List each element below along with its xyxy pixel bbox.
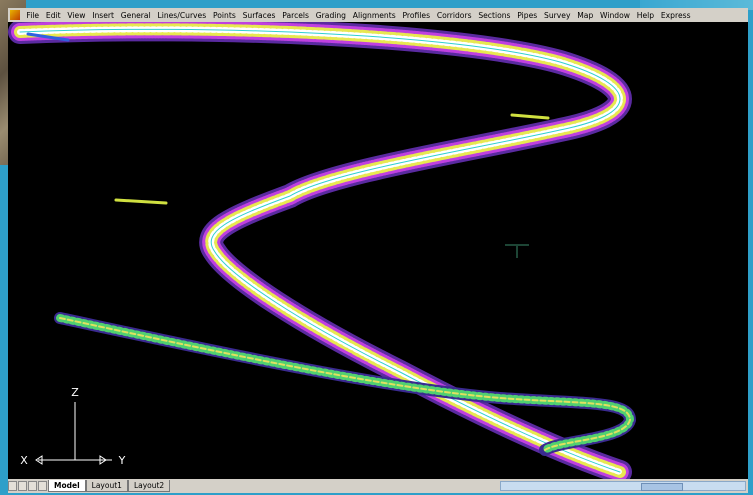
menu-bar: File Edit View Insert General Lines/Curves Poi… bbox=[8, 8, 748, 22]
scroll-thumb[interactable] bbox=[641, 483, 683, 491]
menu-item[interactable]: View bbox=[67, 10, 86, 20]
tab-nav[interactable] bbox=[28, 481, 37, 491]
layout-tab[interactable]: Layout1 bbox=[85, 480, 128, 492]
menu-item[interactable]: Help bbox=[636, 10, 655, 20]
drawing: Z X Y bbox=[8, 22, 637, 479]
tab-nav[interactable] bbox=[8, 481, 17, 491]
corridor-branch bbox=[26, 32, 637, 456]
app-icon[interactable] bbox=[10, 10, 20, 20]
layout-tab[interactable]: Layout2 bbox=[127, 480, 171, 492]
menu-item[interactable]: Edit bbox=[45, 10, 61, 20]
menu-item[interactable]: Sections bbox=[478, 10, 511, 20]
menu-item[interactable]: Parcels bbox=[282, 10, 309, 20]
crosshair bbox=[505, 244, 529, 258]
menu-item[interactable]: Profiles bbox=[402, 10, 431, 20]
horizontal-scrollbar[interactable] bbox=[500, 481, 746, 491]
menu-item[interactable]: Window bbox=[600, 10, 630, 20]
menu-item[interactable]: Lines/Curves bbox=[157, 10, 207, 20]
menu-item[interactable]: Express bbox=[660, 10, 691, 20]
menu-item[interactable]: Pipes bbox=[517, 10, 538, 20]
menu-item[interactable]: General bbox=[120, 10, 151, 20]
tab-nav[interactable] bbox=[38, 481, 47, 491]
desktop-strip bbox=[640, 0, 753, 10]
menu-item[interactable]: Surfaces bbox=[242, 10, 276, 20]
ucs-x: X bbox=[20, 454, 28, 467]
menu-item[interactable]: File bbox=[26, 10, 40, 20]
ucs-y: Y bbox=[118, 454, 126, 467]
menu-item[interactable]: Map bbox=[577, 10, 594, 20]
menu-item[interactable]: Survey bbox=[544, 10, 571, 20]
drawing-viewport[interactable]: Z X Y bbox=[8, 22, 748, 479]
ucs-icon: Z X Y bbox=[20, 386, 125, 467]
ucs-z: Z bbox=[71, 386, 79, 399]
corridor-main bbox=[8, 22, 632, 479]
menu-item[interactable]: Insert bbox=[92, 10, 114, 20]
tab-nav[interactable] bbox=[18, 481, 27, 491]
layout-tab[interactable]: Model bbox=[48, 480, 86, 492]
menu-item[interactable]: Corridors bbox=[436, 10, 472, 20]
menu-item[interactable]: Grading bbox=[315, 10, 347, 20]
menu-item[interactable]: Points bbox=[212, 10, 236, 20]
menu-item[interactable]: Alignments bbox=[352, 10, 396, 20]
